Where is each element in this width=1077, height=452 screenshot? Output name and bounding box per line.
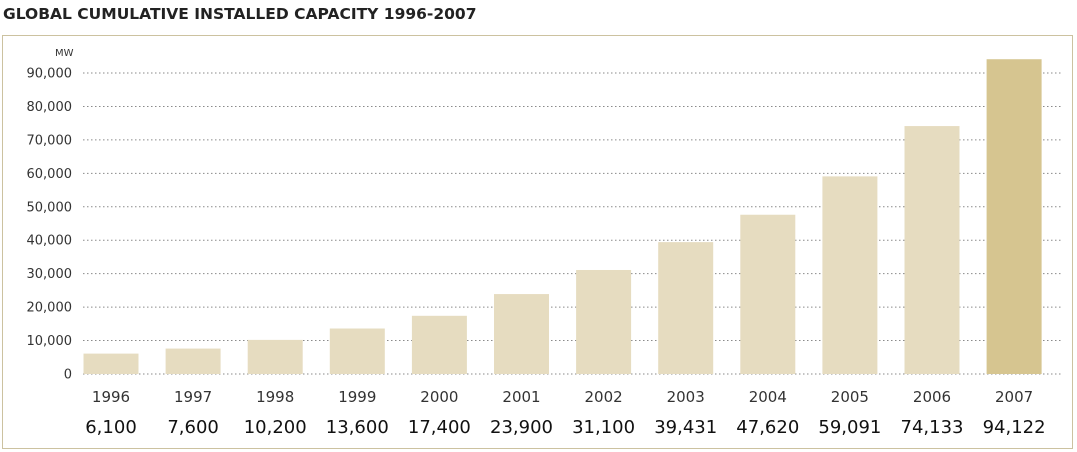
y-tick-label: 60,000: [27, 167, 73, 182]
x-tick-label: 1997: [174, 388, 212, 406]
y-tick-label: 80,000: [27, 100, 73, 115]
value-labels: 6,100 7,600 10,200 13,600 17,400 23,900 31,100…: [85, 417, 1045, 438]
value-label: 74,133: [901, 417, 964, 438]
value-label: 13,600: [326, 417, 389, 438]
value-label: 94,122: [983, 417, 1046, 438]
bar-2002: [576, 269, 632, 374]
bar-2005: [822, 176, 878, 374]
value-label: 7,600: [167, 417, 219, 438]
y-tick-label: 70,000: [27, 133, 73, 148]
bar-2003: [658, 242, 714, 374]
bar-1997: [165, 348, 221, 374]
grid-lines: [83, 72, 1062, 375]
x-tick-label: 2003: [667, 388, 705, 406]
x-tick-label: 1996: [92, 388, 130, 406]
x-tick-label: 2000: [420, 388, 458, 406]
bar-2001: [494, 294, 549, 374]
x-tick-label: 2004: [749, 388, 787, 406]
x-tick-label: 2007: [995, 388, 1033, 406]
bar-1998: [247, 339, 303, 374]
bar-2007: [986, 59, 1042, 374]
y-axis-unit-label: MW: [55, 48, 74, 59]
x-tick-label: 2006: [913, 388, 951, 406]
y-tick-label: 90,000: [27, 67, 73, 82]
y-tick-label: 40,000: [27, 234, 73, 249]
y-tick-label: 30,000: [27, 267, 73, 282]
value-label: 59,091: [818, 417, 881, 438]
value-label: 39,431: [654, 417, 717, 438]
value-label: 47,620: [736, 417, 799, 438]
bar-2004: [740, 214, 796, 374]
x-tick-label: 2005: [831, 388, 869, 406]
value-label: 6,100: [85, 417, 137, 438]
chart-title: GLOBAL CUMULATIVE INSTALLED CAPACITY 199…: [3, 5, 477, 23]
y-tick-label: 50,000: [27, 200, 73, 215]
value-label: 31,100: [572, 417, 635, 438]
bars: [83, 59, 1042, 374]
x-tick-label: 1999: [338, 388, 376, 406]
x-tick-label: 2001: [502, 388, 540, 406]
y-tick-label: 10,000: [27, 334, 73, 349]
y-tick-label: 20,000: [27, 301, 73, 316]
y-tick-label: 0: [64, 368, 72, 383]
bar-2000: [411, 315, 467, 374]
bar-1996: [83, 353, 139, 374]
chart-frame: [2, 35, 1073, 449]
x-axis-ticks: 1996 1997 1998 1999 2000 2001 2002 2003 2004 2005…: [92, 388, 1033, 406]
value-label: 10,200: [244, 417, 307, 438]
bar-1999: [329, 328, 385, 374]
x-tick-label: 1998: [256, 388, 294, 406]
bar-2006: [904, 126, 960, 374]
value-label: 23,900: [490, 417, 553, 438]
value-label: 17,400: [408, 417, 471, 438]
y-axis-ticks: 0 10,000 20,000 30,000 40,000 50,000 60,000 70,…: [27, 67, 73, 383]
x-tick-label: 2002: [585, 388, 623, 406]
